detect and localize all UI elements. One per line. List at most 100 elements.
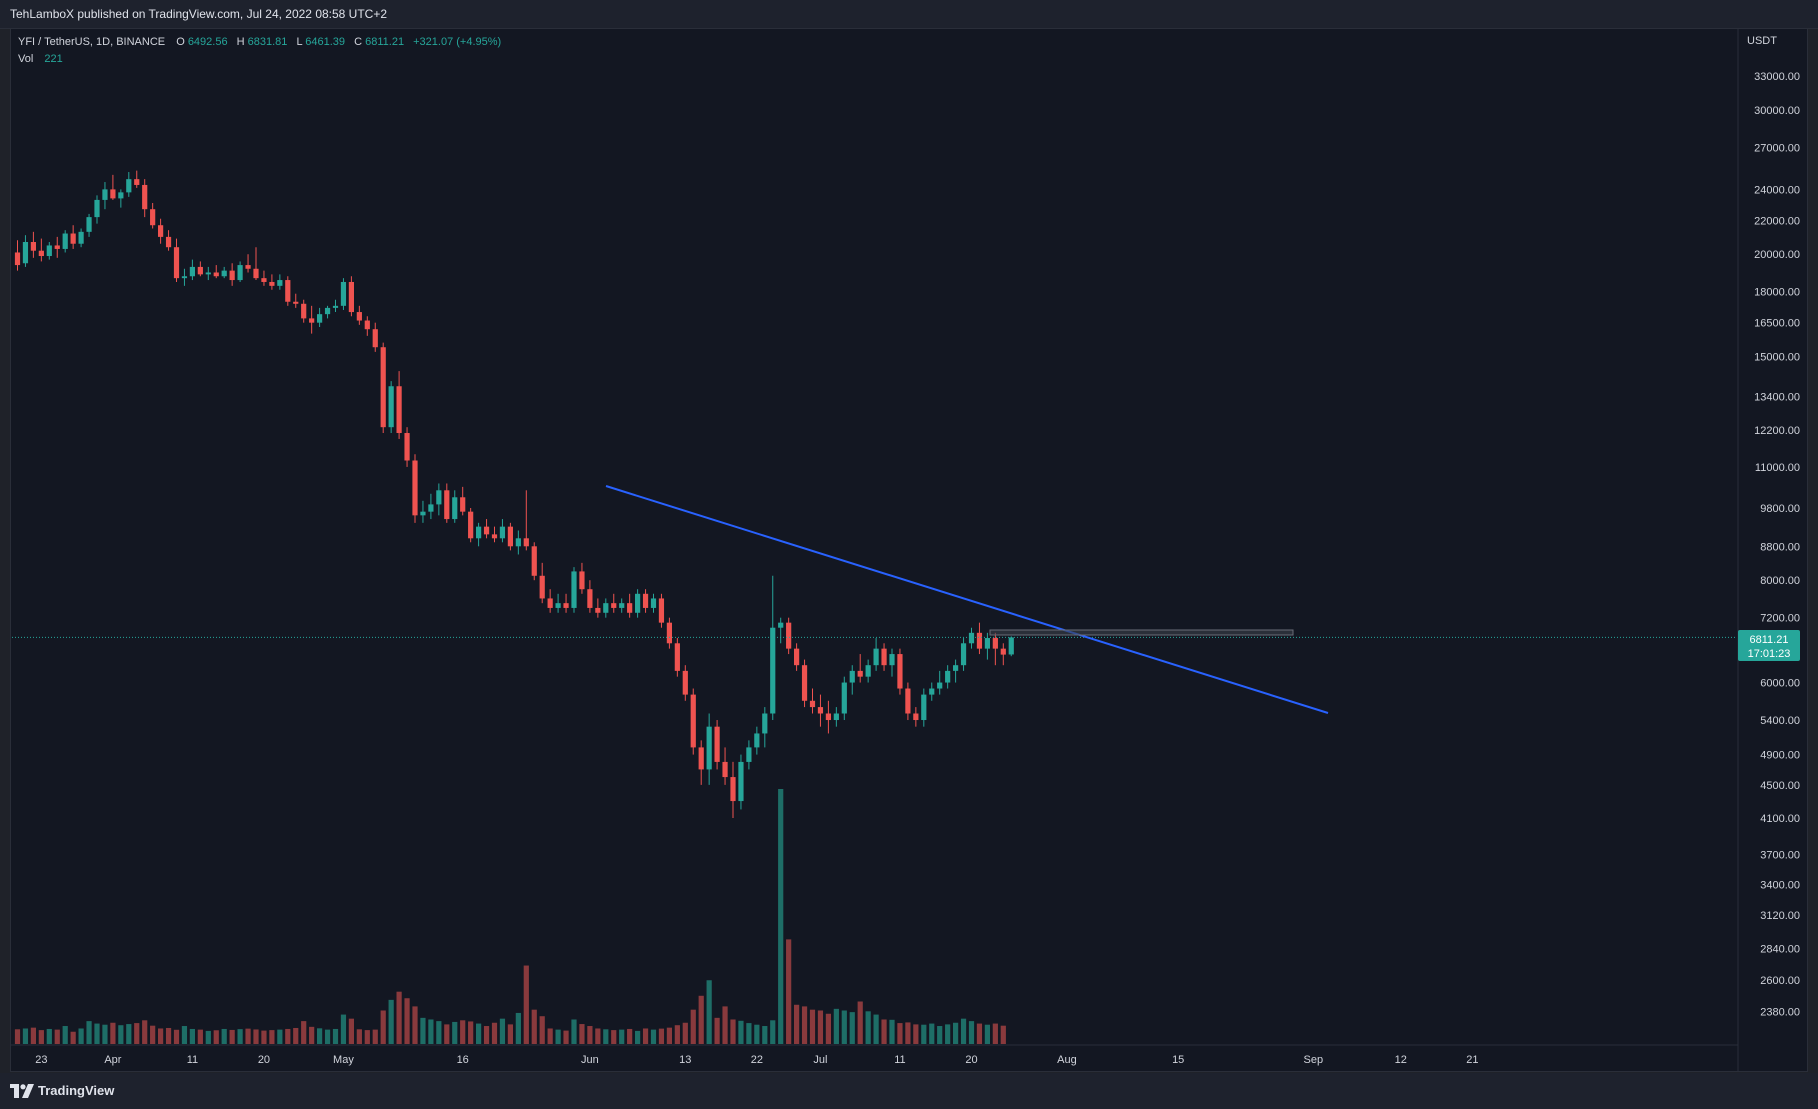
candle-body	[905, 688, 911, 714]
descending-trendline[interactable]	[605, 485, 1329, 714]
volume-bar	[674, 1025, 680, 1044]
candle-body	[555, 603, 561, 608]
candle	[420, 500, 426, 523]
volume-bar	[245, 1028, 251, 1044]
tradingview-logo-icon	[10, 1083, 34, 1098]
candle-body	[539, 575, 545, 599]
candle	[102, 182, 108, 210]
candle-body	[619, 603, 625, 608]
volume-bar	[54, 1029, 60, 1044]
candle	[841, 676, 847, 721]
volume-bar	[635, 1030, 641, 1044]
candle	[658, 593, 665, 628]
candle	[332, 299, 339, 313]
ohlc-legend: YFI / TetherUS, 1D, BINANCE O 6492.56 H …	[18, 36, 501, 65]
candle	[809, 688, 816, 714]
volume-bar	[706, 980, 712, 1044]
candle-body	[245, 265, 251, 269]
candle-body	[666, 622, 672, 644]
candle	[499, 519, 506, 543]
time-tick-label: Jun	[581, 1054, 599, 1066]
time-tick-label: 16	[457, 1054, 469, 1066]
candle	[833, 707, 839, 727]
candle-body	[150, 209, 156, 226]
price-axis[interactable]: 33000.00 30000.00 27000.00 24000.00 22000.00…	[1754, 71, 1800, 1018]
candle-body	[531, 546, 537, 576]
candle	[571, 567, 577, 613]
time-tick-label: 20	[965, 1054, 977, 1066]
volume-bar	[507, 1024, 513, 1044]
volume-bar	[595, 1028, 601, 1044]
candle	[722, 747, 728, 785]
volume-bar	[261, 1030, 267, 1044]
candle-body	[738, 761, 744, 802]
candle	[54, 236, 60, 258]
time-tick-label: 20	[258, 1054, 270, 1066]
volume-bar	[627, 1028, 633, 1044]
candle	[38, 238, 44, 262]
candle	[738, 754, 744, 810]
price-tick-label: 3400.00	[1760, 880, 1800, 892]
candle	[937, 670, 943, 695]
candle	[984, 632, 990, 660]
volume-bar	[881, 1019, 887, 1044]
volume-bar	[738, 1020, 744, 1044]
candle-body	[412, 460, 418, 516]
volume-bar	[94, 1023, 100, 1044]
candle	[237, 261, 243, 282]
candle-body	[348, 281, 354, 313]
candle	[603, 598, 609, 618]
volume-bar	[539, 1016, 545, 1044]
candle	[706, 713, 712, 785]
volume-bar	[682, 1022, 688, 1044]
candle-body	[825, 713, 831, 721]
volume-bar	[770, 1020, 776, 1044]
candle	[245, 254, 251, 273]
tradingview-logo[interactable]: TradingView	[10, 1083, 114, 1098]
volume-bar	[420, 1017, 426, 1044]
candle-body	[658, 598, 665, 623]
candle-body	[380, 347, 386, 428]
candle	[547, 589, 553, 613]
volume-bar	[960, 1018, 967, 1044]
candle	[897, 648, 903, 695]
legend-low: 6461.39	[305, 36, 345, 48]
candle-body	[571, 571, 577, 608]
time-axis[interactable]: 23 Apr 11 20 May 16 Jun 13 22 Jul 11 20 Aug 15 Sep 12 21	[35, 1054, 1478, 1066]
candle-body	[937, 682, 943, 689]
candle	[650, 593, 657, 613]
candle	[690, 688, 696, 755]
volume-bar	[555, 1029, 561, 1044]
candle-body	[706, 726, 712, 770]
volume-bar	[356, 1029, 362, 1044]
candle-body	[523, 538, 529, 547]
candle-body	[317, 314, 323, 323]
candle	[507, 522, 513, 551]
candle-body	[70, 233, 76, 244]
price-tick-label: 9800.00	[1760, 503, 1800, 515]
last-price-tag-box	[1738, 630, 1800, 661]
legend-change: +321.07 (+4.95%)	[413, 36, 501, 48]
volume-bar	[118, 1025, 124, 1044]
volume-bar	[690, 1009, 696, 1044]
volume-bar	[499, 1018, 506, 1044]
resistance-zone[interactable]	[989, 629, 1294, 636]
volume-bar	[746, 1023, 752, 1044]
volume-bar	[348, 1018, 354, 1044]
candle-body	[515, 538, 521, 547]
candle	[158, 218, 164, 244]
volume-bar	[515, 1012, 521, 1044]
candle-body	[189, 266, 195, 277]
volume-bar	[78, 1028, 84, 1044]
last-price-tag: 6811.21 17:01:23	[1738, 630, 1800, 661]
candle	[1000, 643, 1006, 666]
candle-body	[22, 242, 29, 264]
volume-bar	[221, 1028, 227, 1044]
candle	[579, 562, 585, 594]
candle-body	[78, 231, 84, 244]
candle-body	[14, 252, 21, 266]
candle-body	[261, 278, 267, 282]
candle	[468, 508, 474, 543]
candle	[515, 530, 521, 555]
